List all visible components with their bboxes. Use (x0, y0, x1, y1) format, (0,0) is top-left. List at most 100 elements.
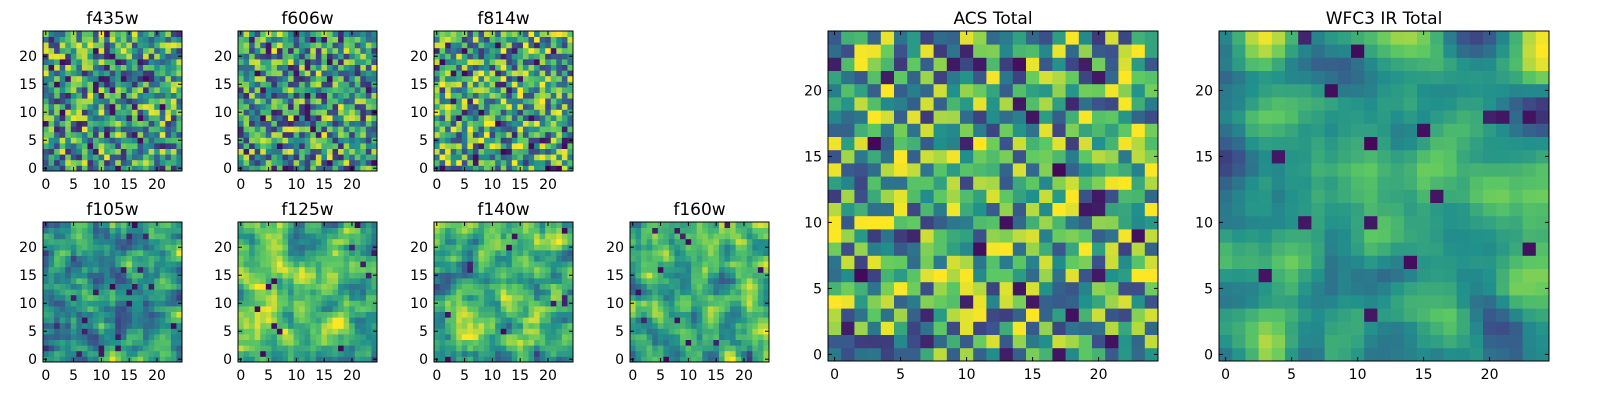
heatmap-cell (1012, 163, 1027, 177)
heatmap-cell (165, 120, 172, 127)
heatmap-cell (249, 42, 256, 49)
heatmap-cell (143, 47, 150, 54)
heatmap-cell (54, 300, 61, 307)
heatmap-cell (635, 294, 642, 301)
heatmap-cell (1131, 176, 1146, 190)
heatmap-cell (854, 268, 868, 283)
heatmap-cell (165, 300, 172, 307)
heatmap-cell (635, 272, 642, 279)
heatmap-cell (338, 137, 345, 144)
heatmap-cell (137, 59, 144, 65)
heatmap-cell (763, 339, 770, 346)
heatmap-cell (93, 154, 99, 161)
heatmap-cell (702, 255, 709, 262)
heatmap-cell (104, 64, 111, 71)
heatmap-cell (763, 233, 770, 240)
heatmap-cell (87, 356, 94, 363)
heatmap-cell (461, 261, 468, 268)
heatmap-cell (338, 92, 345, 99)
heatmap-cell (131, 81, 138, 88)
heatmap-cell (243, 294, 250, 301)
heatmap-cell (539, 334, 546, 340)
heatmap-cell (288, 244, 294, 251)
heatmap-cell (315, 266, 322, 273)
heatmap-cell (354, 250, 361, 256)
heatmap-cell (299, 278, 306, 284)
heatmap-cell (254, 283, 261, 290)
heatmap-cell (260, 311, 267, 318)
heatmap-cell (326, 103, 333, 110)
heatmap-cell (93, 36, 99, 43)
heatmap-cell (495, 289, 502, 296)
heatmap-cell (933, 202, 948, 217)
heatmap-cell (54, 109, 61, 116)
heatmap-cell (663, 261, 670, 268)
heatmap-cell (561, 31, 568, 37)
y-tick-label: 5 (223, 324, 232, 340)
heatmap-cell (522, 137, 529, 144)
heatmap-cell (439, 165, 446, 172)
heatmap-cell (652, 222, 659, 228)
heatmap-cell (326, 238, 333, 245)
heatmap-cell (735, 266, 742, 273)
heatmap-cell (360, 131, 367, 138)
heatmap-cell (131, 289, 138, 296)
heatmap-cell (1092, 268, 1106, 283)
heatmap-cell (371, 47, 378, 54)
heatmap-cell (332, 103, 339, 110)
heatmap-cell (461, 64, 468, 71)
y-tick-label: 20 (410, 49, 428, 65)
heatmap-cell (500, 244, 507, 251)
heatmap-cell (81, 154, 88, 161)
heatmap-cell (288, 289, 294, 296)
heatmap-cell (288, 81, 294, 88)
heatmap-cell (663, 300, 670, 307)
heatmap-cell (326, 289, 333, 296)
heatmap-cell (434, 339, 440, 346)
heatmap-cell (304, 306, 311, 312)
y-tick-label: 15 (410, 77, 428, 93)
heatmap-cell (154, 317, 161, 324)
heatmap-cell (76, 345, 83, 352)
heatmap-cell (70, 334, 77, 340)
heatmap-cell (867, 268, 882, 283)
heatmap-cell (478, 233, 485, 240)
heatmap-cell (867, 176, 882, 190)
heatmap-cell (545, 278, 552, 284)
heatmap-cell (48, 115, 55, 121)
heatmap-cell (724, 227, 731, 234)
heatmap-cell (741, 278, 748, 284)
heatmap-cell (691, 294, 698, 301)
heatmap-cell (265, 317, 272, 324)
heatmap-cell (741, 266, 748, 273)
heatmap-cell (109, 272, 116, 279)
heatmap-cell (315, 148, 322, 155)
heatmap-cell (641, 289, 648, 296)
heatmap-cell (1144, 347, 1159, 362)
heatmap-cell (81, 289, 88, 296)
heatmap-cell (265, 266, 272, 273)
heatmap-cell (338, 339, 345, 346)
heatmap-cell (243, 64, 250, 71)
heatmap-cell (1092, 202, 1106, 217)
heatmap-cell (299, 75, 306, 82)
heatmap-cell (539, 250, 546, 256)
heatmap-cell (282, 126, 289, 133)
heatmap-cell (550, 266, 557, 273)
heatmap-cell (450, 81, 457, 88)
heatmap-cell (48, 227, 55, 234)
heatmap-cell (126, 272, 133, 279)
heatmap-cell (472, 64, 479, 71)
heatmap-cell (126, 322, 133, 329)
heatmap-cell (652, 227, 659, 234)
heatmap-cell (70, 137, 77, 144)
heatmap-cell (735, 244, 742, 251)
heatmap-cell (120, 306, 127, 312)
heatmap-cell (674, 322, 681, 329)
heatmap-cell (500, 289, 507, 296)
heatmap-cell (517, 350, 524, 357)
heatmap-cell (467, 81, 474, 88)
heatmap-cell (561, 126, 568, 133)
heatmap-cell (321, 300, 328, 307)
heatmap-cell (478, 87, 485, 93)
